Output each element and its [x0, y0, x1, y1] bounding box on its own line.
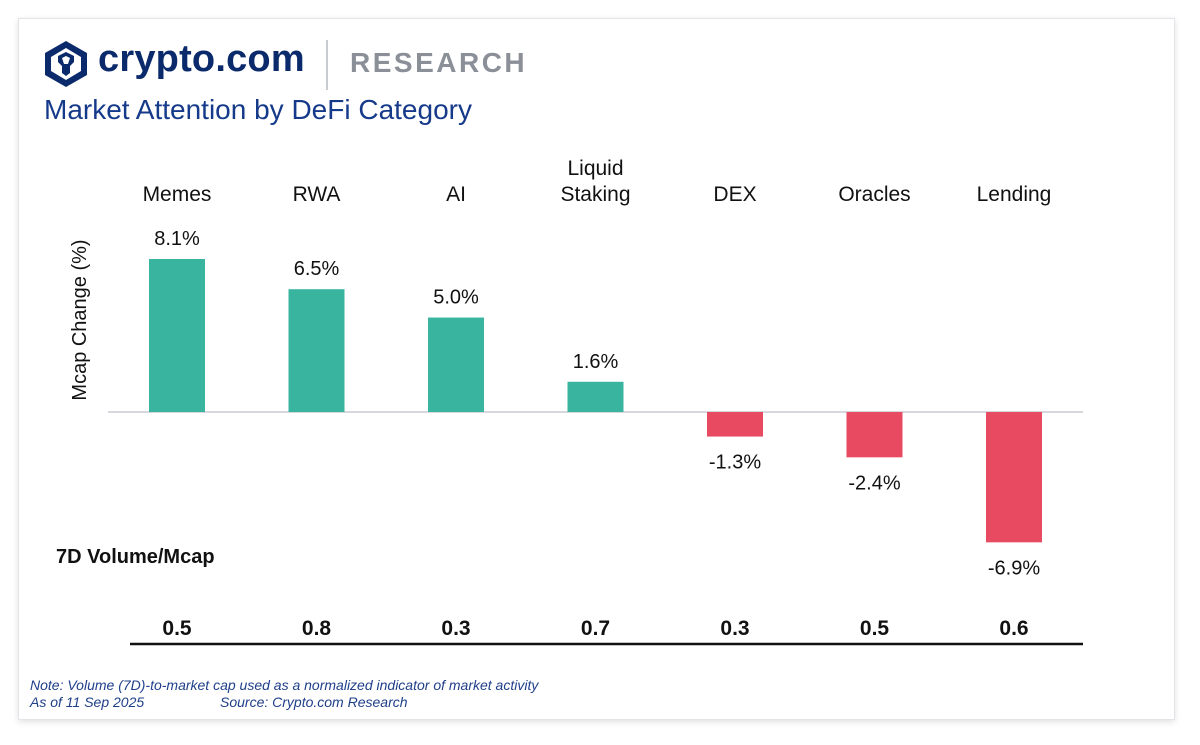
y-axis-label: Mcap Change (%): [69, 239, 91, 400]
bar: [149, 259, 205, 412]
crypto-com-lion-icon: [45, 41, 87, 87]
source-text: Source: Crypto.com Research: [220, 694, 408, 710]
volume-mcap-value: 0.3: [720, 617, 749, 640]
volume-mcap-value: 0.3: [441, 617, 470, 640]
category-label: Staking: [560, 183, 630, 206]
data-label: -2.4%: [848, 472, 900, 494]
data-label: 6.5%: [294, 258, 340, 280]
category-label: RWA: [293, 183, 341, 206]
category-label: Lending: [977, 183, 1052, 206]
volume-mcap-value: 0.5: [162, 617, 192, 640]
category-label: AI: [446, 183, 466, 206]
footnote: Note: Volume (7D)-to-market cap used as …: [30, 677, 539, 693]
volume-mcap-value: 0.6: [999, 617, 1028, 640]
data-label: 1.6%: [573, 351, 619, 373]
volume-mcap-value: 0.5: [860, 617, 890, 640]
bar: [986, 412, 1042, 543]
volume-mcap-label: 7D Volume/Mcap: [56, 546, 215, 568]
data-label: 5.0%: [433, 287, 479, 309]
header-divider: [326, 40, 328, 90]
as-of-date: As of 11 Sep 2025: [30, 694, 145, 710]
bar: [567, 381, 624, 412]
bar: [428, 317, 484, 412]
data-label: -6.9%: [988, 557, 1040, 579]
category-label: DEX: [713, 183, 756, 206]
chart-title: Market Attention by DeFi Category: [44, 94, 472, 125]
data-label: -1.3%: [709, 452, 761, 474]
volume-mcap-value: 0.7: [581, 617, 610, 640]
category-label: Oracles: [838, 183, 910, 206]
section-label: RESEARCH: [350, 47, 528, 78]
bar: [846, 412, 903, 458]
data-label: 8.1%: [154, 228, 200, 250]
category-label: Memes: [143, 183, 212, 206]
bar: [707, 412, 763, 437]
brand-name: crypto.com: [98, 38, 305, 80]
as-of-date-line: As of 11 Sep 2025 Source: Crypto.com Res…: [30, 694, 408, 710]
volume-mcap-value: 0.8: [302, 617, 332, 640]
chart-card: [18, 18, 1175, 720]
bar: [288, 289, 345, 412]
category-label: Liquid: [567, 157, 623, 180]
